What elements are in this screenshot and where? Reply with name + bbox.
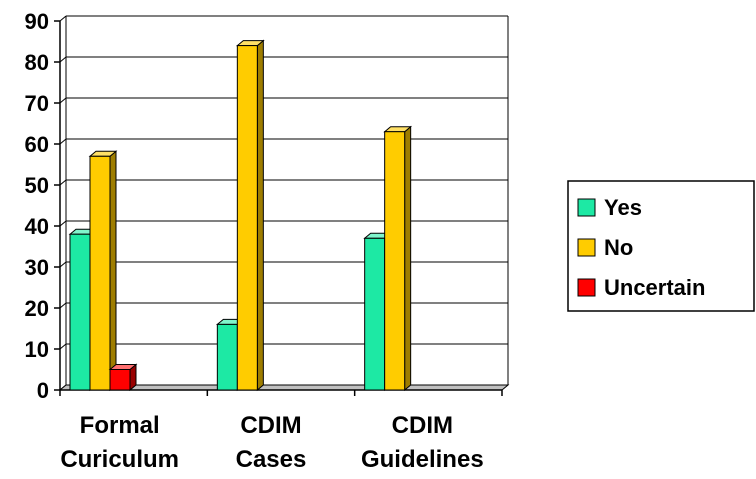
bar-side <box>404 125 412 392</box>
legend-box <box>567 180 755 312</box>
axis-layer <box>54 16 510 396</box>
bar-no-1 <box>235 39 265 392</box>
bar-no-2 <box>383 125 413 392</box>
y-tick-label: 20 <box>25 296 49 321</box>
y-tick-label: 30 <box>25 255 49 280</box>
y-tick-label: 90 <box>25 9 49 34</box>
gridline-depth-4 <box>59 220 67 227</box>
category-label-1: CDIM Cases <box>236 412 307 473</box>
bar-no-0 <box>88 150 118 392</box>
legend-swatch <box>577 238 596 257</box>
y-tick-label: 0 <box>37 378 49 403</box>
category-label-line: Formal <box>80 412 160 439</box>
legend: Yes No Uncertain <box>567 180 755 312</box>
category-label-line: CDIM <box>392 412 453 439</box>
bar-front <box>364 237 386 391</box>
bar-front <box>236 45 258 391</box>
gridline-depth-8 <box>59 56 67 63</box>
y-tick-labels: 0 10 20 30 40 50 60 70 80 90 <box>25 9 49 403</box>
bar-front <box>89 155 111 391</box>
bar-uncertain-0 <box>108 363 138 392</box>
legend-item-yes: Yes <box>577 195 642 220</box>
legend-item-no: No <box>577 235 633 260</box>
legend-swatch <box>577 198 596 217</box>
gridline-depth-2 <box>59 302 67 309</box>
grid-layer <box>59 15 508 391</box>
y-tick-label: 10 <box>25 337 49 362</box>
y-tick-label: 60 <box>25 132 49 157</box>
category-label-2: CDIM Guidelines <box>361 412 484 473</box>
legend-label: Uncertain <box>604 275 705 300</box>
bar-side <box>256 39 264 392</box>
bar-front <box>384 131 406 391</box>
legend-swatch <box>577 278 596 297</box>
bar-front <box>109 369 131 391</box>
y-tick-label: 80 <box>25 50 49 75</box>
y-tick-label: 50 <box>25 173 49 198</box>
category-label-line: Cases <box>236 446 307 473</box>
gridline-depth-9 <box>59 15 67 22</box>
category-label-line: Curiculum <box>60 446 179 473</box>
legend-item-uncertain: Uncertain <box>577 275 705 300</box>
category-label-line: CDIM <box>240 412 301 439</box>
bar-front <box>69 233 91 391</box>
category-label-line: Guidelines <box>361 446 484 473</box>
gridline-depth-3 <box>59 261 67 268</box>
gridline-depth-1 <box>59 343 67 350</box>
gridline-depth-5 <box>59 179 67 186</box>
legend-label: No <box>604 235 633 260</box>
y-tick-label: 70 <box>25 91 49 116</box>
category-labels: Formal Curiculum CDIM Cases CDIM Guidelines <box>60 412 483 473</box>
bar-front <box>216 323 238 391</box>
bars-layer <box>68 39 413 392</box>
gridline-depth-7 <box>59 97 67 104</box>
category-label-0: Formal Curiculum <box>60 412 179 473</box>
y-tick-label: 40 <box>25 214 49 239</box>
gridline-depth-6 <box>59 138 67 145</box>
legend-label: Yes <box>604 195 642 220</box>
bar-side <box>109 150 117 392</box>
